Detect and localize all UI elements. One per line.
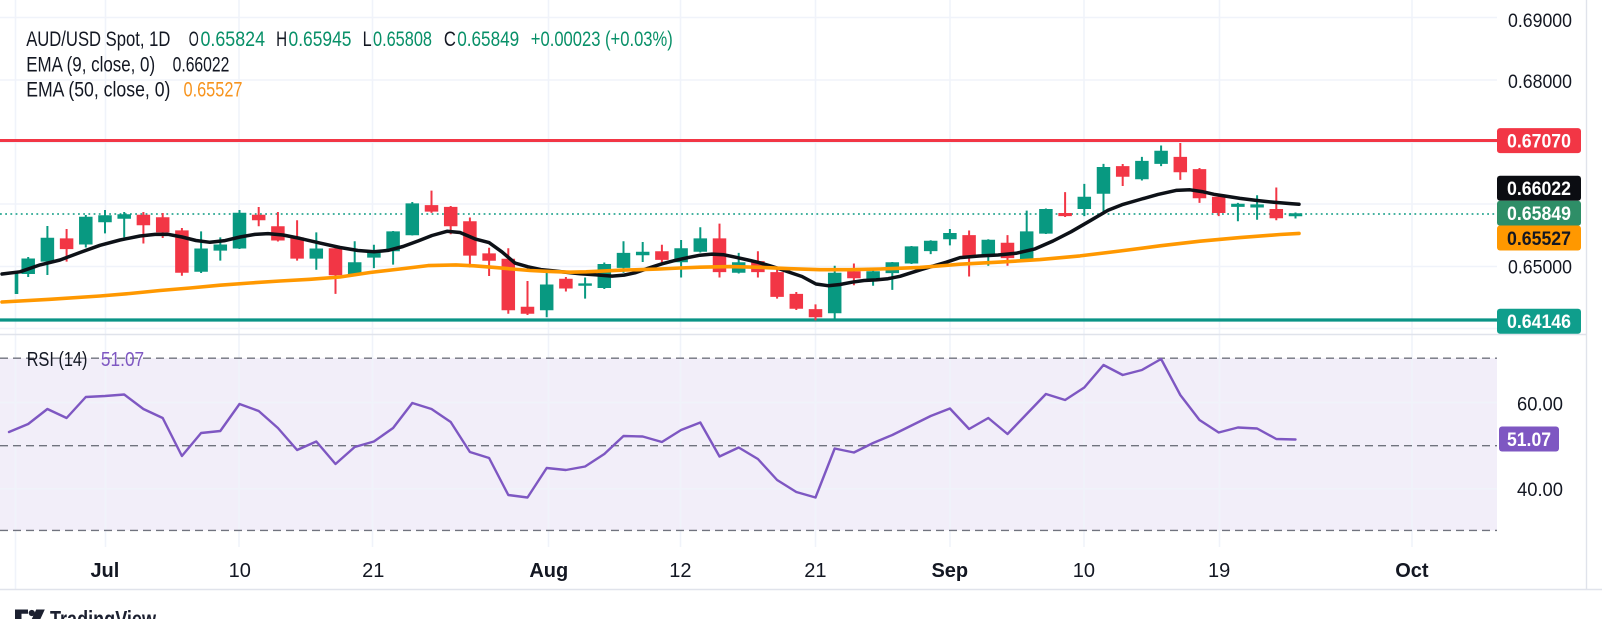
svg-text:0.65527: 0.65527 xyxy=(1507,229,1571,250)
svg-text:0.65527: 0.65527 xyxy=(184,79,243,102)
svg-text:RSI (14): RSI (14) xyxy=(27,349,88,371)
svg-text:60.00: 60.00 xyxy=(1517,395,1563,416)
svg-text:AUD/USD Spot, 1D: AUD/USD Spot, 1D xyxy=(26,28,170,51)
svg-text:0.68000: 0.68000 xyxy=(1508,72,1572,93)
svg-text:H: H xyxy=(276,28,287,51)
svg-text:Oct: Oct xyxy=(1395,560,1429,582)
svg-text:40.00: 40.00 xyxy=(1517,480,1563,501)
svg-text:Jul: Jul xyxy=(90,560,119,582)
svg-text:21: 21 xyxy=(804,560,826,582)
svg-text:0.65945: 0.65945 xyxy=(289,28,352,51)
svg-text:19: 19 xyxy=(1208,560,1230,582)
svg-text:0.65000: 0.65000 xyxy=(1508,257,1572,278)
svg-text:0.66022: 0.66022 xyxy=(1507,179,1571,200)
svg-text:L: L xyxy=(363,28,372,51)
svg-text:TradingView: TradingView xyxy=(50,606,156,619)
svg-text:10: 10 xyxy=(1073,560,1095,582)
svg-text:0.66022: 0.66022 xyxy=(173,54,230,77)
svg-text:Aug: Aug xyxy=(529,560,568,582)
svg-text:EMA (9, close, 0): EMA (9, close, 0) xyxy=(26,54,155,77)
svg-text:0.65808: 0.65808 xyxy=(373,28,432,51)
svg-text:0.67070: 0.67070 xyxy=(1507,131,1571,152)
svg-text:12: 12 xyxy=(669,560,691,582)
svg-text:0.65849: 0.65849 xyxy=(457,28,519,51)
svg-text:0.64146: 0.64146 xyxy=(1507,312,1571,333)
svg-text:O: O xyxy=(189,28,199,51)
svg-text:51.07: 51.07 xyxy=(101,349,144,371)
svg-text:0.65824: 0.65824 xyxy=(201,28,266,51)
svg-text:51.07: 51.07 xyxy=(1507,430,1551,451)
svg-text:0.69000: 0.69000 xyxy=(1508,11,1572,32)
svg-text:C: C xyxy=(444,28,456,51)
svg-text:10: 10 xyxy=(229,560,251,582)
svg-text:21: 21 xyxy=(362,560,384,582)
svg-text:0.65849: 0.65849 xyxy=(1507,204,1571,225)
svg-text:EMA (50, close, 0): EMA (50, close, 0) xyxy=(26,79,170,102)
svg-text:+0.00023 (+0.03%): +0.00023 (+0.03%) xyxy=(531,28,673,51)
svg-text:Sep: Sep xyxy=(931,560,968,582)
